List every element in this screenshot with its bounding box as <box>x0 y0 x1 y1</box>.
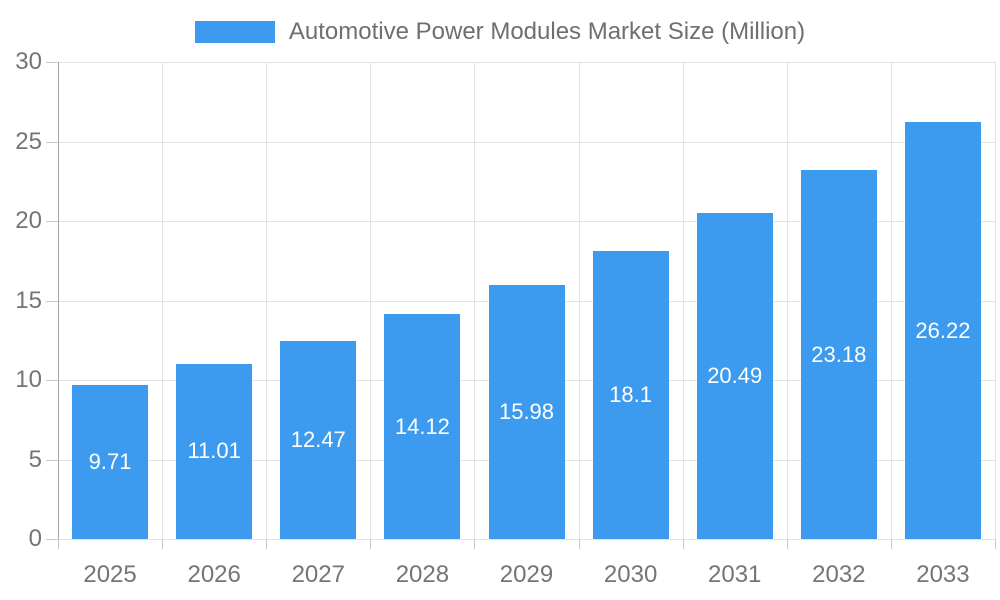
x-axis-label-2025: 2025 <box>83 561 137 588</box>
y-tick <box>46 380 58 381</box>
gridline-vertical <box>578 62 580 539</box>
y-axis-label: 25 <box>15 127 42 155</box>
bar-value-label: 11.01 <box>187 438 241 464</box>
x-tick <box>370 539 372 549</box>
bar-value-label: 14.12 <box>394 413 450 439</box>
x-tick <box>266 539 268 549</box>
gridline-vertical <box>786 62 788 539</box>
x-tick <box>474 539 476 549</box>
bar-2031[interactable]: 20.49 <box>696 213 773 539</box>
x-tick <box>162 539 164 549</box>
bar-2033[interactable]: 26.22 <box>904 122 981 539</box>
x-axis-label-2029: 2029 <box>499 561 554 588</box>
x-axis-label-2026: 2026 <box>187 561 241 588</box>
bar-value-label: 26.22 <box>915 317 971 343</box>
gridline-horizontal <box>58 141 995 143</box>
y-tick <box>46 300 58 302</box>
bar-2028[interactable]: 14.12 <box>384 314 461 539</box>
x-axis-label-2027: 2027 <box>291 561 345 588</box>
bar-2029[interactable]: 15.98 <box>488 284 565 539</box>
bar-2026[interactable]: 11.01 <box>176 363 253 539</box>
x-axis-label-2031: 2031 <box>708 561 762 588</box>
gridline-vertical <box>162 62 164 539</box>
bar-value-label: 18.1 <box>609 382 653 408</box>
y-axis-label: 20 <box>15 207 42 234</box>
bar-value-label: 20.49 <box>707 363 763 389</box>
y-tick <box>46 221 58 222</box>
bar-2030[interactable]: 18.1 <box>592 251 669 539</box>
bar-value-label: 23.18 <box>811 341 867 367</box>
y-axis-label: 15 <box>15 286 42 314</box>
y-axis-line <box>58 62 59 539</box>
gridline-vertical <box>266 62 268 539</box>
bar-2025[interactable]: 9.71 <box>72 384 149 539</box>
gridline-vertical <box>682 62 684 539</box>
gridline-vertical <box>890 62 892 539</box>
x-tick <box>682 539 684 549</box>
x-tick <box>890 539 892 549</box>
legend-label: Automotive Power Modules Market Size (Mi… <box>288 18 806 45</box>
gridline-horizontal <box>58 62 995 63</box>
y-axis-label: 10 <box>15 366 42 393</box>
x-tick <box>58 539 59 549</box>
gridline-vertical <box>995 62 996 539</box>
y-tick <box>46 62 58 63</box>
y-axis-label: 0 <box>28 525 42 552</box>
y-tick <box>46 141 58 143</box>
y-tick <box>46 459 58 461</box>
x-axis-label-2033: 2033 <box>916 561 970 588</box>
y-axis-label: 30 <box>15 48 42 75</box>
bar-value-label: 12.47 <box>290 426 346 452</box>
bar-value-label: 15.98 <box>498 398 555 424</box>
x-axis-label-2030: 2030 <box>603 561 658 588</box>
gridline-horizontal <box>58 539 995 540</box>
gridline-horizontal <box>58 221 995 222</box>
gridline-vertical <box>370 62 372 539</box>
bar-2027[interactable]: 12.47 <box>280 340 357 539</box>
x-axis-label-2032: 2032 <box>812 561 866 588</box>
chart-legend[interactable]: Automotive Power Modules Market Size (Mi… <box>0 18 1000 45</box>
gridline-vertical <box>474 62 476 539</box>
x-axis-label-2028: 2028 <box>395 561 450 588</box>
y-tick <box>46 539 58 540</box>
x-tick <box>578 539 580 549</box>
y-axis-label: 5 <box>28 445 42 473</box>
bar-value-label: 9.71 <box>88 448 132 474</box>
x-tick <box>995 539 996 549</box>
bar-2032[interactable]: 23.18 <box>800 170 877 539</box>
legend-swatch-icon <box>194 21 275 43</box>
x-tick <box>786 539 788 549</box>
